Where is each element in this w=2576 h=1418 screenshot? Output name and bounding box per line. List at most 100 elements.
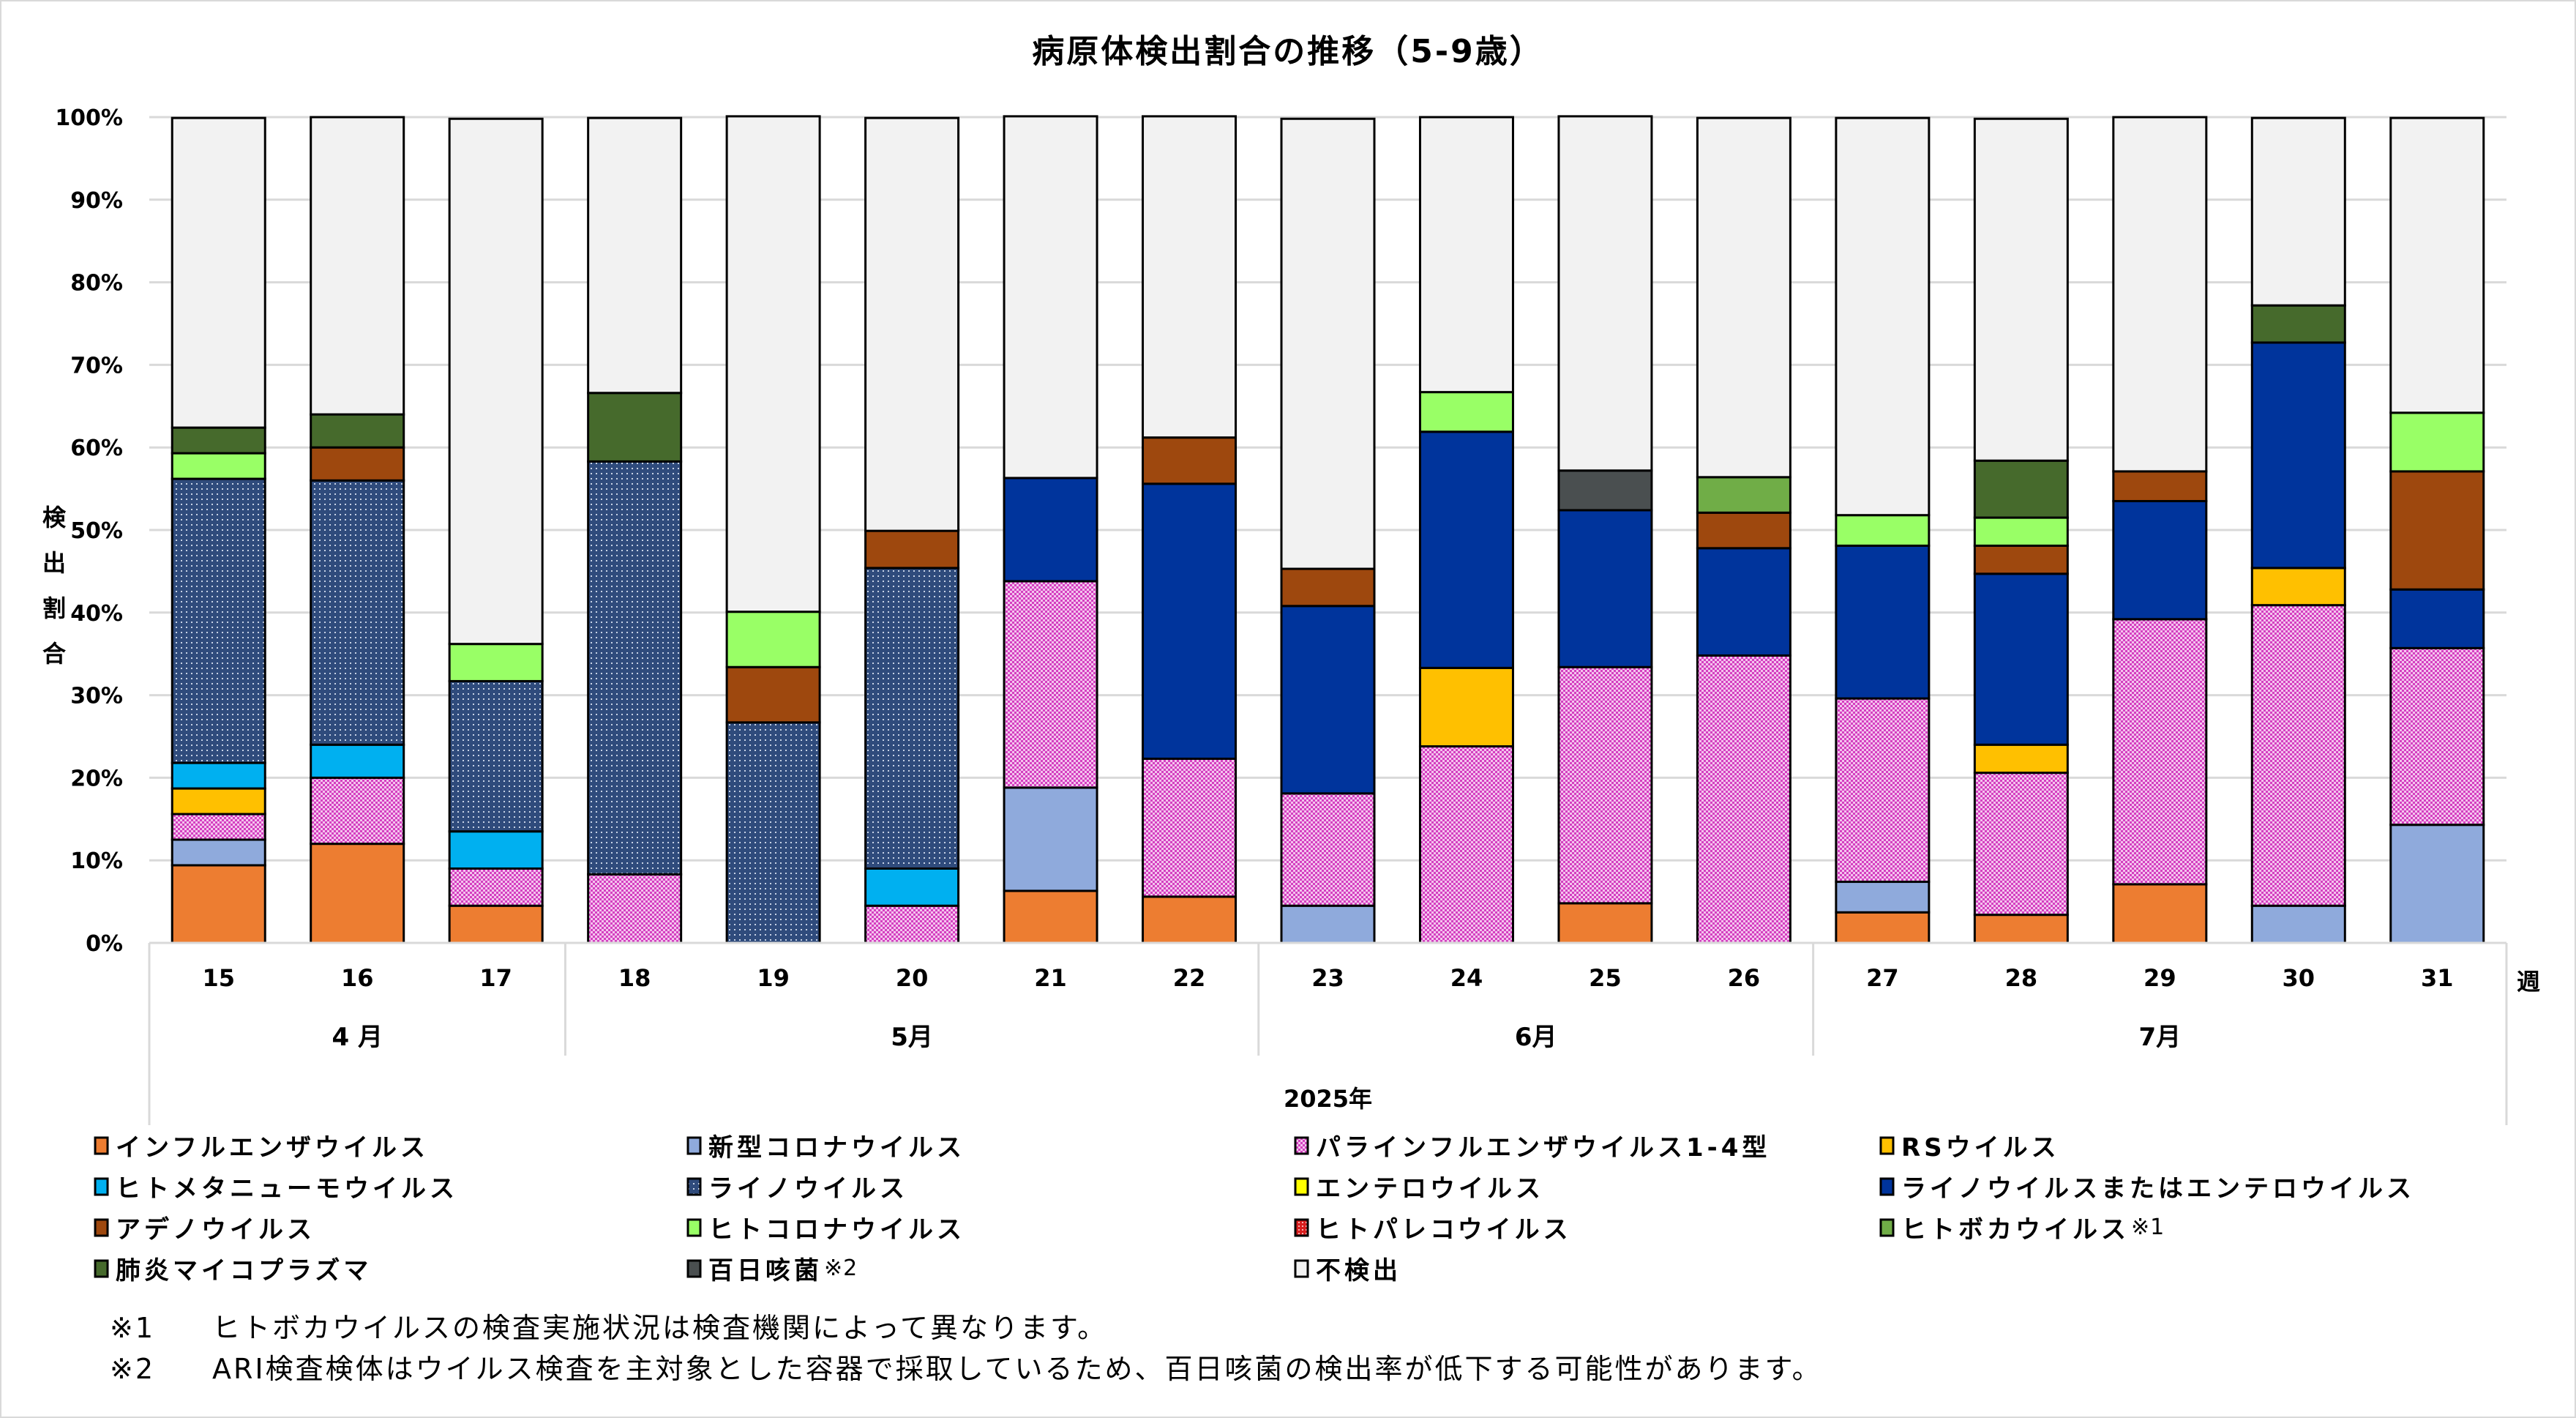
bar-segment: [1973, 117, 2069, 462]
bar-segment: [2112, 116, 2208, 473]
bar-segment: [310, 743, 405, 779]
bar-segment: [1557, 902, 1653, 944]
x-tick-label: 25: [1589, 964, 1622, 992]
bar-stack-week-16: [310, 116, 405, 944]
legend-swatch: [1879, 1136, 1895, 1154]
legend-label: ライノウイルス: [708, 1174, 908, 1204]
bar-segment: [310, 446, 405, 482]
bar-segment: [1418, 430, 1514, 669]
bar-segment: [1973, 459, 2069, 519]
x-axis: 15 16 17 18 19 20 21 22 23 24 25 26 27 28 29 30 31 4 月 5月 6…: [148, 941, 2540, 1125]
bar-segment: [725, 611, 821, 668]
bar-segment: [725, 115, 821, 613]
legend-swatch: [1294, 1218, 1309, 1236]
legend-label: パラインフルエンザウイルス1-4型: [1316, 1133, 1771, 1163]
bar-stack-week-25: [1557, 115, 1653, 944]
bar-segment: [2389, 824, 2485, 944]
legend-item: 百日咳菌 ※2: [686, 1250, 858, 1286]
bar-segment: [310, 116, 405, 416]
bar-stack-week-20: [864, 116, 960, 944]
bar-segment: [1973, 516, 2069, 547]
legend-label: エンテロウイルス: [1316, 1174, 1544, 1204]
bar-stack-week-31: [2389, 116, 2485, 944]
bar-segment: [1696, 547, 1791, 657]
legend-label: 不検出: [1316, 1256, 1401, 1285]
x-tick-label: 30: [2283, 964, 2315, 992]
legend-label: 新型コロナウイルス: [708, 1133, 965, 1163]
y-axis-label: 検出割合: [42, 504, 66, 668]
bar-segment: [864, 116, 960, 532]
legend-swatch: [94, 1259, 109, 1277]
bar-segment: [448, 117, 544, 646]
x-tick-label: 29: [2143, 964, 2176, 992]
legend-swatch: [94, 1177, 109, 1195]
bar-segment: [2112, 500, 2208, 621]
bar-stack-week-23: [1280, 117, 1376, 944]
legend-item: 新型コロナウイルス: [686, 1127, 965, 1163]
x-tick-label: 16: [341, 964, 374, 992]
y-tick-label: 40%: [70, 601, 123, 627]
bar-segment: [171, 116, 266, 429]
bar-segment: [171, 477, 266, 764]
bar-segment: [1003, 580, 1098, 789]
y-tick-label: 100%: [55, 105, 123, 131]
bar-segment: [1973, 914, 2069, 944]
bar-segment: [1557, 509, 1653, 668]
legend-label: ヒトパレコウイルス: [1316, 1215, 1572, 1245]
legend-item: RSウイルス: [1879, 1127, 2060, 1163]
bar-stack-week-24: [1418, 116, 1514, 944]
bar-segment: [587, 873, 683, 944]
footnotes: ※1 ヒトボカウイルスの検査実施状況は検査機関によって異なります。 ※2 ARI検査…: [110, 1307, 1822, 1389]
bar-segment: [1003, 477, 1098, 583]
legend-swatch: [686, 1218, 702, 1236]
x-tick-label: 19: [757, 964, 790, 992]
bar-segment: [448, 904, 544, 944]
bar-segment: [1835, 544, 1931, 700]
legend-swatch: [686, 1136, 702, 1154]
legend-label: インフルエンザウイルス: [116, 1133, 429, 1163]
bars: [171, 115, 2485, 944]
bar-segment: [1280, 792, 1376, 907]
legend-item: ライノウイルスまたはエンテロウイルス: [1879, 1168, 2415, 1204]
legend-item: ヒトメタニューモウイルス: [94, 1168, 458, 1204]
y-tick-labels: 0% 10% 20% 30% 40% 50% 60% 70% 80% 90% 100%: [55, 105, 123, 957]
legend-label: 百日咳菌: [708, 1256, 823, 1285]
bar-segment: [448, 643, 544, 682]
bar-segment: [2250, 116, 2346, 307]
bar-segment: [171, 761, 266, 790]
legend-item: ヒトボカウイルス ※1: [1879, 1209, 2165, 1245]
bar-stack-week-27: [1835, 116, 1931, 944]
bar-segment: [1835, 514, 1931, 547]
bar-segment: [1142, 115, 1238, 439]
bar-stack-week-17: [448, 117, 544, 944]
bar-segment: [2112, 618, 2208, 886]
month-label: 7月: [2138, 1023, 2181, 1052]
bar-segment: [1696, 654, 1791, 944]
legend-note: ※1: [2131, 1214, 2165, 1240]
bar-segment: [587, 460, 683, 876]
bar-segment: [1418, 745, 1514, 944]
bar-stack-week-21: [1003, 115, 1098, 944]
bar-segment: [2112, 470, 2208, 503]
bar-segment: [1973, 572, 2069, 746]
bar-segment: [587, 392, 683, 463]
bar-segment: [2250, 567, 2346, 607]
bar-segment: [448, 679, 544, 833]
bar-segment: [864, 867, 960, 907]
bar-segment: [864, 567, 960, 870]
bar-segment: [864, 904, 960, 944]
bar-segment: [725, 721, 821, 944]
x-tick-label: 22: [1173, 964, 1206, 992]
bar-segment: [2250, 604, 2346, 907]
month-label: 6月: [1515, 1023, 1557, 1052]
bar-segment: [310, 776, 405, 846]
bar-segment: [310, 843, 405, 944]
bar-segment: [448, 830, 544, 870]
legend-label: ヒトボカウイルス: [1901, 1215, 2130, 1245]
legend-item: パラインフルエンザウイルス1-4型: [1294, 1127, 1770, 1163]
legend-swatch: [1879, 1177, 1895, 1195]
bar-segment: [171, 838, 266, 867]
bar-segment: [1142, 757, 1238, 898]
bar-segment: [310, 413, 405, 449]
